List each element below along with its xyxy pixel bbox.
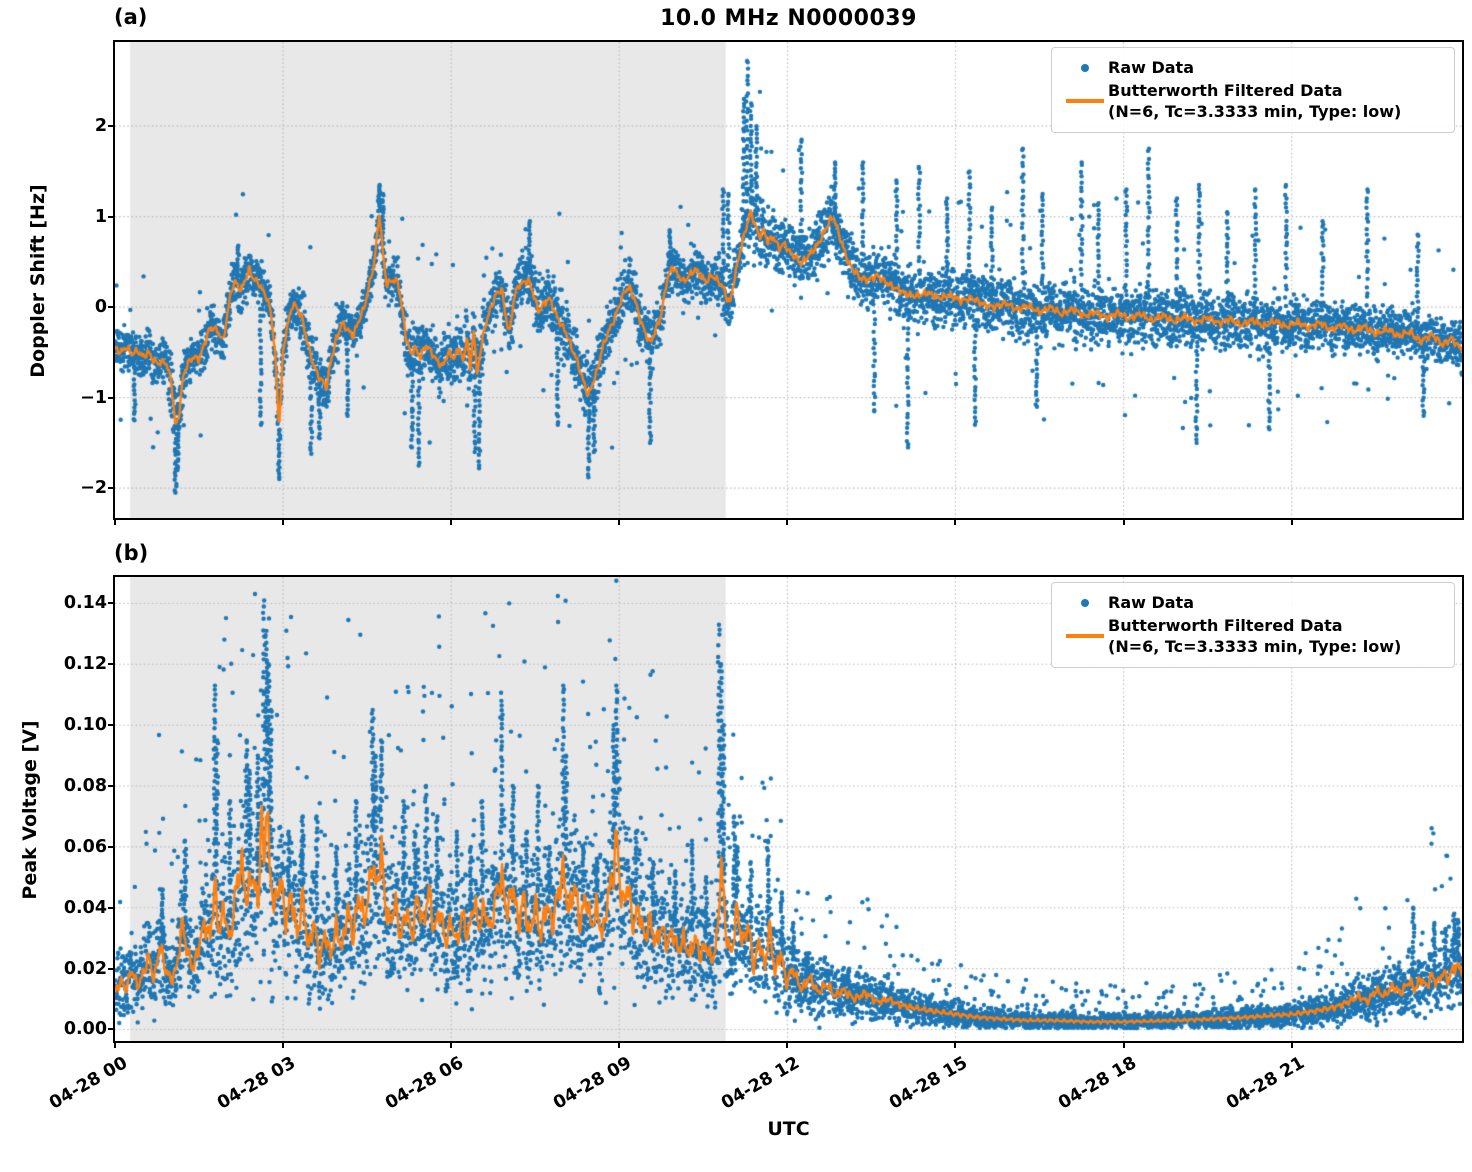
panel-b-label: (b) <box>114 541 149 565</box>
panel-b-x-tick-mark <box>1122 1043 1125 1048</box>
panel-a-x-tick-mark <box>114 520 116 525</box>
panel-b-y-tick-label: 0.00 <box>63 1019 107 1040</box>
panel-b-y-tick-label: 0.08 <box>63 776 107 797</box>
panel-a-y-tick-mark <box>108 306 113 309</box>
x-tick-label: 04-28 21 <box>1222 1053 1308 1114</box>
legend-a-raw-label: Raw Data <box>1108 58 1194 77</box>
panel-a-x-tick-mark <box>282 520 285 525</box>
panel-b-x-tick-mark <box>282 1043 285 1048</box>
legend-a-filtered-label-line2: (N=6, Tc=3.3333 min, Type: low) <box>1108 102 1402 121</box>
panel-b-y-tick-label: 0.12 <box>63 654 107 675</box>
legend-a: Raw Data Butterworth Filtered Data (N=6,… <box>1051 47 1455 133</box>
panel-b-y-tick-label: 0.14 <box>63 593 107 614</box>
x-tick-label: 04-28 18 <box>1054 1053 1140 1114</box>
panel-b-x-tick-mark <box>954 1043 957 1048</box>
legend-a-filtered-label-line1: Butterworth Filtered Data <box>1108 81 1343 100</box>
legend-b-raw-entry: Raw Data <box>1062 592 1444 613</box>
panel-b-y-tick-label: 0.10 <box>63 715 107 736</box>
legend-b-filtered-label-line1: Butterworth Filtered Data <box>1108 616 1343 635</box>
panel-a-label: (a) <box>114 5 148 29</box>
panel-a-y-tick-label: 0 <box>94 297 107 318</box>
panel-a-plot-area: Raw Data Butterworth Filtered Data (N=6,… <box>113 40 1464 520</box>
x-axis-label: UTC <box>767 1118 810 1140</box>
panel-a-y-tick-label: 2 <box>94 116 107 137</box>
panel-a-y-tick-mark <box>108 396 113 399</box>
panel-b-plot-area: Raw Data Butterworth Filtered Data (N=6,… <box>113 575 1464 1043</box>
panel-a-x-tick-mark <box>786 520 789 525</box>
panel-b-x-tick-mark <box>450 1043 453 1048</box>
panel-a-y-tick-label: 1 <box>94 206 107 227</box>
legend-a-raw-entry: Raw Data <box>1062 57 1444 78</box>
panel-a-y-tick-mark <box>108 487 113 490</box>
raw-data-dot-icon <box>1062 63 1108 72</box>
filtered-line-icon <box>1062 99 1108 103</box>
raw-data-dot-icon <box>1062 598 1108 607</box>
panel-a-x-tick-mark <box>954 520 957 525</box>
panel-a-y-tick-mark <box>108 215 113 218</box>
panel-b-y-tick-mark <box>108 724 113 727</box>
x-tick-label: 04-28 03 <box>214 1053 300 1114</box>
x-tick-label: 04-28 00 <box>46 1053 131 1114</box>
panel-b-y-tick-mark <box>108 1028 113 1031</box>
panel-a-y-tick-label: −2 <box>80 478 107 499</box>
panel-a-x-tick-mark <box>450 520 453 525</box>
panel-b-y-tick-mark <box>108 906 113 909</box>
panel-b-x-tick-mark <box>786 1043 789 1048</box>
panel-a-x-tick-mark <box>618 520 621 525</box>
x-tick-label: 04-28 12 <box>718 1053 804 1114</box>
panel-b-y-tick-mark <box>108 785 113 788</box>
panel-b-y-tick-mark <box>108 663 113 666</box>
panel-b-y-tick-label: 0.06 <box>63 836 107 857</box>
chart-title: 10.0 MHz N0000039 <box>660 6 917 31</box>
panel-b-x-tick-mark <box>1290 1043 1293 1048</box>
legend-a-filtered-entry: Butterworth Filtered Data (N=6, Tc=3.333… <box>1062 80 1444 122</box>
panel-a-y-tick-mark <box>108 125 113 128</box>
panel-b-y-tick-mark <box>108 967 113 970</box>
panel-a-x-tick-mark <box>1122 520 1125 525</box>
panel-b-x-tick-mark <box>114 1043 116 1048</box>
panel-b-y-tick-mark <box>108 602 113 605</box>
panel-b-x-tick-mark <box>618 1043 621 1048</box>
x-tick-label: 04-28 09 <box>550 1053 636 1114</box>
legend-b: Raw Data Butterworth Filtered Data (N=6,… <box>1051 582 1455 668</box>
legend-b-filtered-label-line2: (N=6, Tc=3.3333 min, Type: low) <box>1108 637 1402 656</box>
panel-a-x-tick-mark <box>1290 520 1293 525</box>
legend-b-raw-label: Raw Data <box>1108 593 1194 612</box>
panel-b-y-tick-label: 0.04 <box>63 897 107 918</box>
x-tick-label: 04-28 06 <box>382 1053 468 1114</box>
x-tick-label: 04-28 15 <box>886 1053 972 1114</box>
legend-b-filtered-entry: Butterworth Filtered Data (N=6, Tc=3.333… <box>1062 615 1444 657</box>
filtered-line-icon <box>1062 634 1108 638</box>
panel-a-y-tick-label: −1 <box>80 387 107 408</box>
panel-b-y-axis-label: Peak Voltage [V] <box>19 720 41 900</box>
panel-b-y-tick-mark <box>108 845 113 848</box>
panel-b-y-tick-label: 0.02 <box>63 958 107 979</box>
